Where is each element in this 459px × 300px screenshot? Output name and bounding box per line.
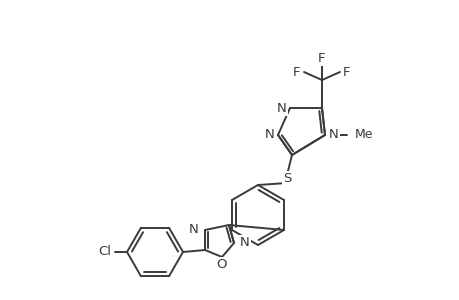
- Text: Cl: Cl: [98, 245, 111, 259]
- Text: S: S: [282, 172, 291, 185]
- Text: N: N: [240, 236, 249, 250]
- Text: O: O: [216, 259, 227, 272]
- Text: Me: Me: [354, 128, 373, 142]
- Text: N: N: [265, 128, 274, 142]
- Text: N: N: [189, 224, 199, 236]
- Text: F: F: [318, 52, 325, 64]
- Text: N: N: [328, 128, 338, 142]
- Text: N: N: [277, 101, 286, 115]
- Text: F: F: [342, 65, 350, 79]
- Text: F: F: [293, 65, 300, 79]
